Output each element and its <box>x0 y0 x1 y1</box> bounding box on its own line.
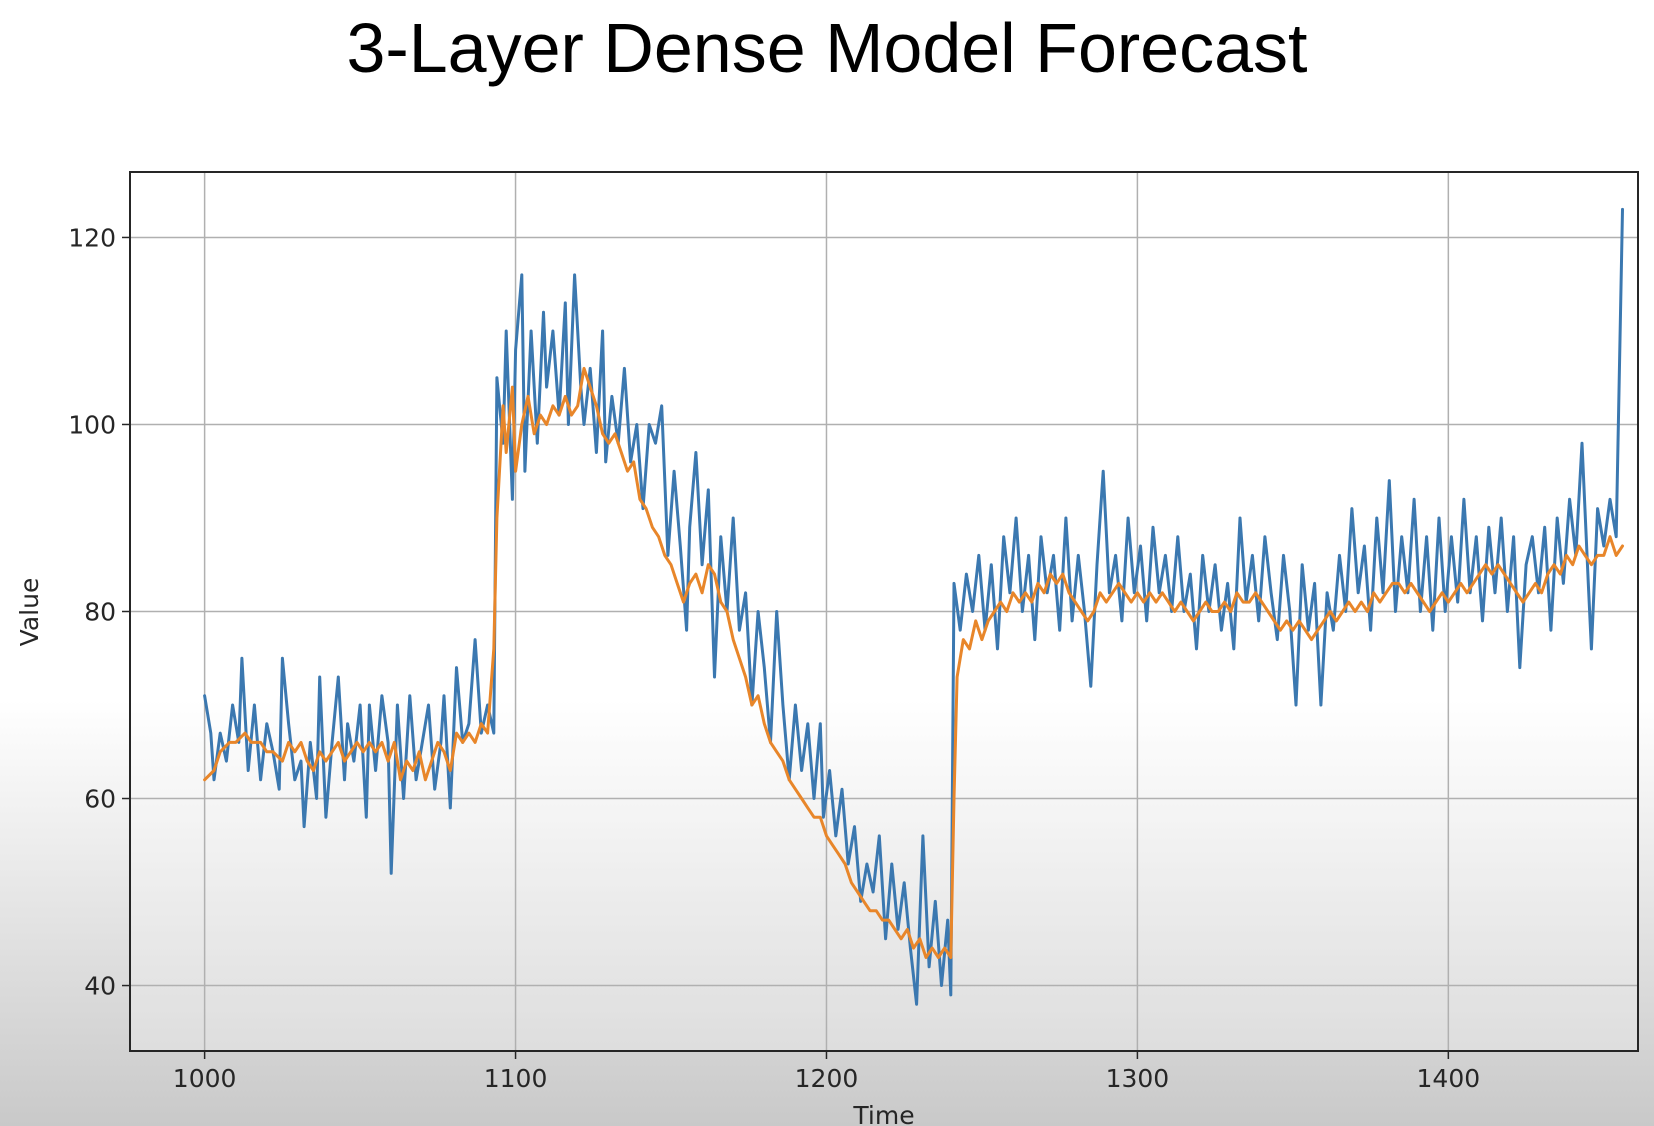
x-tick-label: 1100 <box>484 1064 548 1093</box>
x-tick-label: 1200 <box>795 1064 859 1093</box>
slide-title: 3-Layer Dense Model Forecast <box>346 9 1308 87</box>
x-tick-label: 1400 <box>1417 1064 1481 1093</box>
x-tick-label: 1000 <box>173 1064 237 1093</box>
series-line-1 <box>203 207 1624 1006</box>
grid <box>130 172 1638 1051</box>
y-tick-label: 60 <box>84 785 116 814</box>
x-axis-label: Time <box>852 1101 914 1126</box>
y-axis-label: Value <box>15 578 44 647</box>
series-line-2 <box>203 366 1624 959</box>
x-tick-label: 1300 <box>1106 1064 1170 1093</box>
y-tick-label: 80 <box>84 598 116 627</box>
y-tick-label: 100 <box>68 410 116 439</box>
y-tick-label: 40 <box>84 972 116 1001</box>
ticks: 1000 1100 1200 1300 1400 40 60 80 100 120 <box>68 223 1480 1093</box>
y-tick-label: 120 <box>68 223 116 252</box>
series-group <box>203 207 1624 1006</box>
